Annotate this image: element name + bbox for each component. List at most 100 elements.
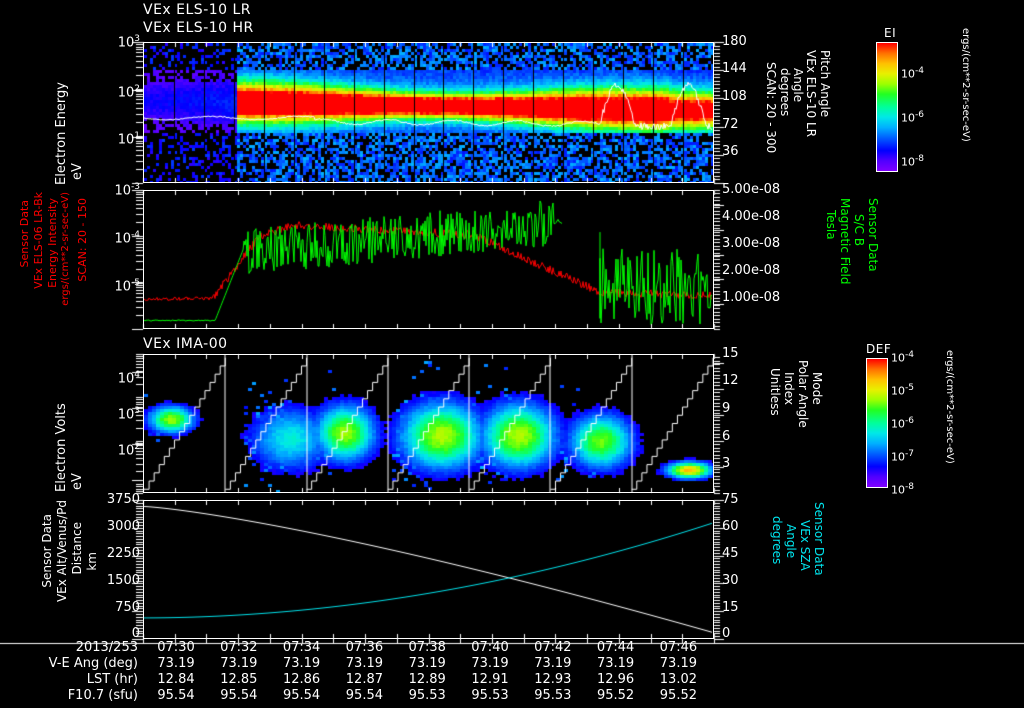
- panel1-rtick-36: 36: [722, 144, 739, 159]
- time-row-value: 95.52: [596, 688, 635, 703]
- time-row-value: 07:38: [408, 640, 446, 655]
- p4-rtick-1: 15: [722, 600, 739, 615]
- p1cb-t1: 10: [901, 67, 915, 81]
- panel1-colorbar-title: EI: [884, 26, 897, 40]
- p4-rlabel-1: VEx SZA: [798, 520, 812, 571]
- time-row-value: 07:36: [345, 640, 384, 655]
- p4-rtick-2: 30: [722, 573, 739, 588]
- p3cb-t0: 10: [891, 351, 905, 365]
- p2-rlabel-2: Magnetic Field: [838, 198, 852, 285]
- panel3-right-label: Mode Polar Angle Index Unitless: [768, 356, 826, 492]
- p3-tick-1: 10: [117, 407, 135, 423]
- panel2-llabel-4: SCAN: 20 - 150: [76, 198, 89, 282]
- time-row-label: 2013/253: [75, 640, 138, 655]
- p4-rlabel-0: Sensor Data: [812, 502, 826, 576]
- panel1-colorbar: [876, 42, 898, 172]
- p3-rlabel-2: Index: [782, 372, 796, 406]
- panel3-colorbar-title: DEF: [866, 342, 892, 356]
- time-row-value: 73.19: [534, 656, 572, 671]
- time-row-value: 73.19: [220, 656, 258, 671]
- p2-tick-0: 10: [114, 183, 132, 199]
- p4-llabel-0: Sensor Data: [40, 514, 54, 588]
- panel1-colorbar-gradient: [877, 43, 897, 171]
- p4-rtick-3: 45: [722, 546, 739, 561]
- panel1-tick-1e1: 10: [117, 132, 135, 148]
- panel1-ylabel: Electron Energy eV: [54, 40, 92, 185]
- p1cb-t2: 10: [901, 111, 915, 125]
- p3-rlabel-0: Mode: [810, 372, 824, 405]
- p4-rlabel-2: Angle: [784, 524, 798, 559]
- panel3-plot-area: [143, 354, 714, 493]
- p2-rtick-0: 1.00e-08: [722, 290, 781, 305]
- time-row-value: 73.19: [282, 656, 321, 671]
- time-row-value: 07:30: [157, 640, 195, 655]
- time-row-value: 07:32: [220, 640, 258, 655]
- time-row-label: LST (hr): [86, 672, 138, 687]
- panel1-rlabel-4: SCAN: 20 - 300: [764, 62, 778, 154]
- p2-rlabel-1: S/C B: [852, 214, 866, 247]
- p3cb-t2: 10: [891, 417, 905, 431]
- p2-rlabel-0: Sensor Data: [866, 198, 880, 272]
- panel4-plot-area: [143, 500, 714, 639]
- panel1-title-line2: VEx ELS-10 HR: [143, 20, 254, 36]
- time-row-value: 07:42: [534, 640, 572, 655]
- panel1-rtick-108: 108: [722, 89, 747, 104]
- panel1-title-line1: VEx ELS-10 LR: [143, 2, 252, 18]
- time-row-value: 95.54: [220, 688, 258, 703]
- p4-tick-0: 0: [131, 626, 140, 641]
- time-row-value: 07:34: [282, 640, 321, 655]
- panel3-colorbar-units: ergs/(cm**2-sr-sec-eV): [944, 350, 955, 464]
- panel1-rtick-72: 72: [722, 117, 739, 132]
- p2-rtick-1: 2.00e-08: [722, 263, 781, 278]
- p3-ylabel-1: eV: [70, 473, 85, 490]
- panel1-ylabel-line1: Electron Energy: [54, 82, 69, 185]
- p4-tick-4: 3000: [106, 519, 140, 534]
- p2-tick-2: 10: [114, 279, 132, 295]
- time-row-value: 95.54: [345, 688, 383, 703]
- time-row-value: 95.53: [534, 688, 572, 703]
- time-row-value: 95.52: [659, 688, 697, 703]
- p2-tick-1: 10: [114, 231, 132, 247]
- panel1-rlabel-1: VEx ELS-10 LR: [804, 50, 818, 138]
- p4-rtick-5: 75: [722, 492, 739, 507]
- p4-rtick-4: 60: [722, 519, 739, 534]
- panel1-colorbar-units: ergs/(cm**2-sr-sec-eV): [960, 28, 971, 142]
- p4-rlabel-3: degrees: [770, 516, 784, 565]
- panel1-colorbar-ticks: 10-4 10-6 10-8: [901, 66, 924, 169]
- panel2-plot-area: [143, 190, 714, 329]
- time-row-value: 95.53: [471, 688, 509, 703]
- p4-tick-3: 2250: [106, 546, 140, 561]
- p3cb-t3: 10: [891, 450, 905, 464]
- p4-tick-5: 3750: [106, 492, 140, 507]
- panel3-colorbar-ticks: 10-4 10-5 10-6 10-7 10-8: [891, 350, 914, 497]
- panel2-llabel-0: Sensor Data: [18, 200, 31, 268]
- panel2-right-label: Sensor Data S/C B Magnetic Field Tesla: [818, 192, 882, 332]
- time-row-value: 12.87: [345, 672, 383, 687]
- time-row-value: 07:46: [659, 640, 698, 655]
- panel2-llabel-1: VEx ELS-06 LR-Bk: [32, 192, 45, 289]
- p3-rlabel-1: Polar Angle: [796, 360, 810, 428]
- panel3-colorbar: [866, 358, 888, 488]
- p3-rtick-4: 15: [722, 346, 739, 361]
- panel3-colorbar-gradient: [867, 359, 887, 487]
- time-row-label: F10.7 (sfu): [67, 688, 138, 703]
- time-row-value: 13.02: [659, 672, 697, 687]
- panel4-right-label: Sensor Data VEx SZA Angle degrees: [770, 502, 826, 640]
- p3-rtick-0: 3: [722, 456, 731, 471]
- time-row-value: 12.85: [220, 672, 258, 687]
- panel3-ylabel: Electron Volts eV: [54, 356, 94, 492]
- time-row-value: 95.54: [157, 688, 195, 703]
- p2-rlabel-3: Tesla: [824, 210, 838, 240]
- panel1-tick-1e3: 10: [117, 35, 135, 51]
- time-row-value: 73.19: [659, 656, 697, 671]
- time-row-value: 12.96: [596, 672, 635, 687]
- time-row-label: V-E Ang (deg): [48, 656, 138, 671]
- p3-rlabel-3: Unitless: [768, 368, 782, 416]
- time-row-value: 07:40: [471, 640, 509, 655]
- panel1-rtick-144: 144: [722, 61, 747, 76]
- panel1-rlabel-3: degrees: [778, 68, 792, 117]
- p4-tick-1: 750: [115, 600, 140, 615]
- panel1-rtick-180: 180: [722, 34, 747, 49]
- panel2-llabel-3: ergs/(cm**2-sr-sec-eV): [60, 192, 71, 306]
